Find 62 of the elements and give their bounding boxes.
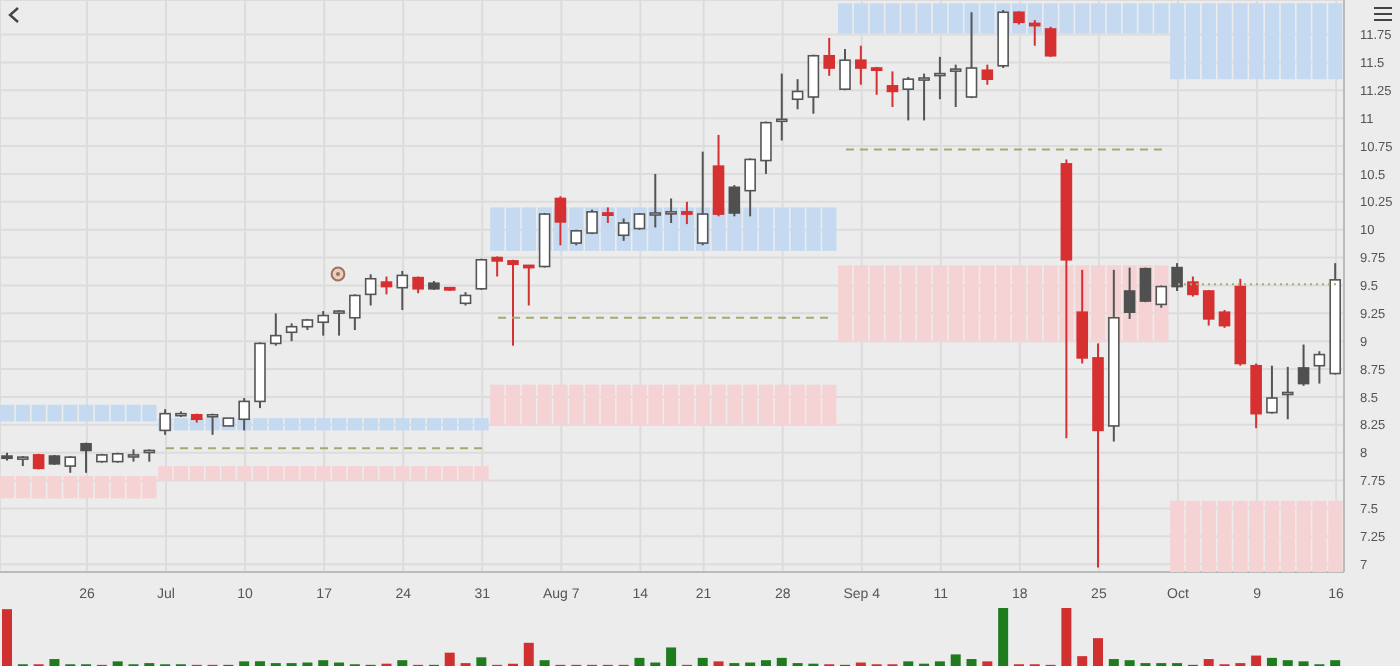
candlestick xyxy=(981,63,994,86)
bar xyxy=(539,660,550,666)
bar xyxy=(49,659,60,666)
candlestick xyxy=(934,55,946,101)
candlestick xyxy=(870,65,883,96)
bar xyxy=(476,657,487,666)
candlestick xyxy=(80,441,92,474)
candlestick xyxy=(760,120,772,175)
candlestick xyxy=(839,48,851,92)
candlestick xyxy=(1155,284,1168,309)
bar xyxy=(634,657,645,666)
bar xyxy=(666,647,677,666)
bar xyxy=(1330,660,1341,666)
candlestick xyxy=(886,70,899,109)
candlestick xyxy=(1076,268,1088,365)
bar xyxy=(523,642,534,666)
candlestick xyxy=(1266,364,1278,415)
candlestick xyxy=(554,195,567,247)
bar xyxy=(397,660,408,666)
bar xyxy=(2,609,12,666)
bar xyxy=(760,660,771,666)
candlestick xyxy=(364,273,377,307)
candlestick xyxy=(696,150,709,247)
candlestick xyxy=(1250,362,1262,430)
candlestick xyxy=(949,63,962,109)
candlestick xyxy=(823,36,836,77)
candlestick xyxy=(1313,350,1326,385)
bar xyxy=(998,608,1009,666)
candlestick xyxy=(1297,343,1310,387)
candlestick xyxy=(333,308,345,337)
candlestick xyxy=(349,293,361,332)
candlestick xyxy=(775,72,788,142)
candlestick xyxy=(491,255,503,278)
candlestick xyxy=(396,269,409,311)
bar xyxy=(1077,656,1088,666)
bar xyxy=(444,652,455,666)
candlestick xyxy=(807,53,820,115)
bar xyxy=(1124,660,1135,666)
bar xyxy=(318,660,329,666)
bar xyxy=(697,657,708,666)
bar xyxy=(776,657,787,666)
candlestick xyxy=(902,75,915,122)
bar xyxy=(1251,655,1262,666)
candlestick xyxy=(855,44,867,86)
bar xyxy=(1093,638,1104,666)
candlestick xyxy=(791,78,804,111)
bar xyxy=(1061,608,1072,666)
bar xyxy=(1108,659,1119,666)
candlestick xyxy=(475,257,488,291)
candlestick xyxy=(270,312,282,347)
candlestick xyxy=(1202,288,1215,327)
bar xyxy=(966,659,977,666)
bar xyxy=(1266,657,1277,666)
bar xyxy=(1282,660,1293,666)
bar xyxy=(1203,659,1214,666)
candlestick xyxy=(1187,275,1199,298)
candlestick xyxy=(1281,365,1294,421)
candlestick xyxy=(317,310,330,337)
candlestick xyxy=(918,72,930,122)
bar xyxy=(950,654,961,666)
candlestick xyxy=(507,258,519,347)
candlestick xyxy=(1171,262,1183,293)
